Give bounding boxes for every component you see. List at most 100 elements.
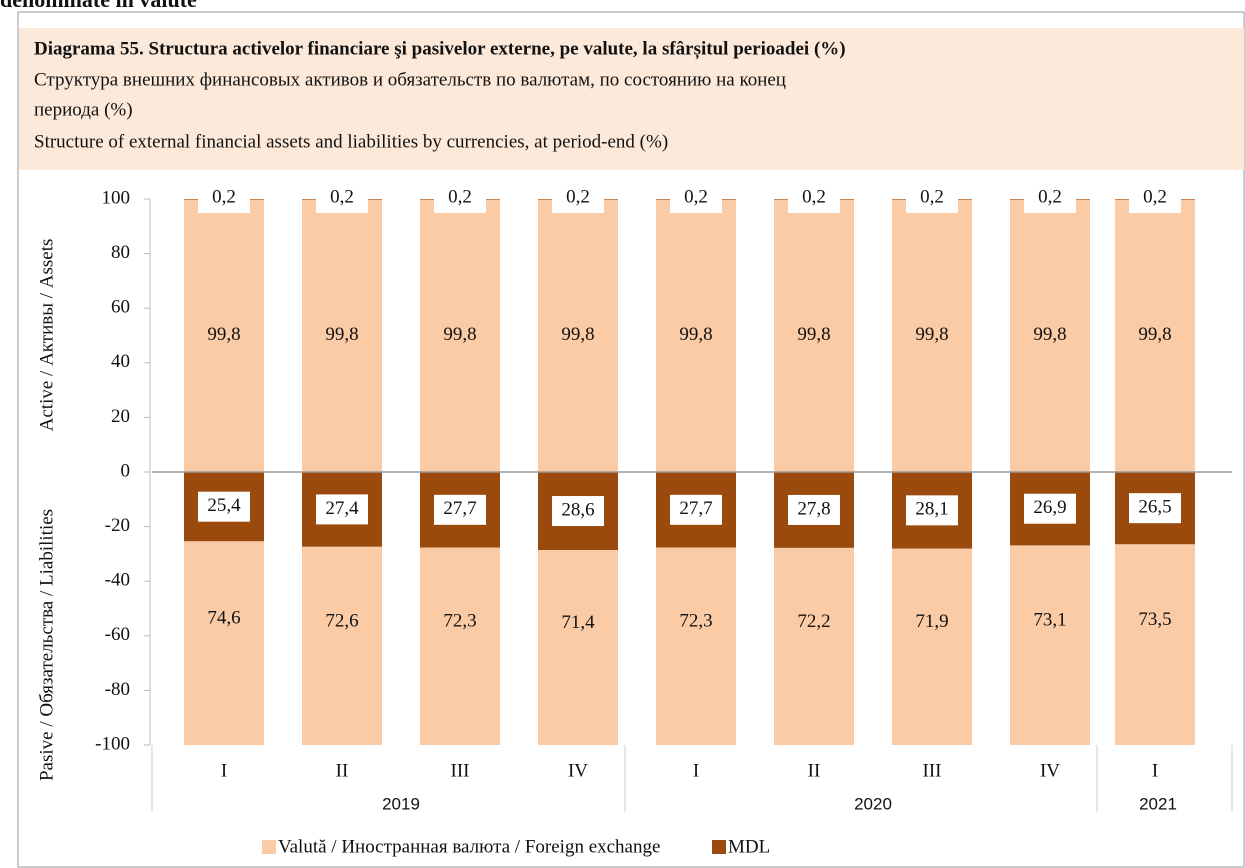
x-tick-label: II: [336, 760, 349, 781]
frame: [17, 11, 1245, 868]
label-box: [316, 183, 368, 213]
legend-swatch: [262, 840, 276, 854]
bar-segment: [538, 199, 618, 472]
group-label: 2021: [1139, 794, 1177, 813]
data-label: 71,4: [561, 612, 595, 633]
y-tick-label: -40: [105, 570, 130, 591]
x-tick-label: I: [1152, 760, 1158, 781]
data-label: 27,8: [797, 498, 830, 519]
y-tick-label: -60: [105, 624, 130, 645]
chart-title: Diagrama 55. Structura activelor financi…: [34, 38, 846, 59]
label-box: [906, 495, 958, 526]
data-label: 99,8: [207, 324, 240, 345]
data-label: 72,3: [679, 611, 712, 632]
data-label: 0,2: [1038, 186, 1062, 207]
x-tick-label: IV: [568, 760, 588, 781]
data-label: 99,8: [1138, 324, 1171, 345]
group-label: 2020: [854, 794, 892, 813]
data-label: 99,8: [1033, 324, 1066, 345]
label-box: [788, 494, 840, 525]
data-label: 99,8: [915, 324, 948, 345]
y-tick-label: -100: [95, 733, 130, 754]
label-box: [552, 183, 604, 213]
group-label: 2019: [382, 794, 420, 813]
data-label: 0,2: [566, 186, 590, 207]
bar-segment: [656, 547, 736, 745]
y-tick-label: 80: [111, 242, 130, 263]
bar-segment: [774, 199, 854, 472]
y-tick-label: 0: [121, 460, 131, 481]
page-heading: denominate în valute: [0, 0, 197, 12]
legend-label: MDL: [728, 836, 770, 857]
x-tick-label: I: [221, 760, 227, 781]
data-label: 0,2: [212, 186, 236, 207]
data-label: 99,8: [797, 324, 830, 345]
label-box: [1024, 183, 1076, 213]
y-tick-label: 40: [111, 351, 130, 372]
subtitle: Structure of external financial assets a…: [34, 131, 668, 152]
label-box: [1024, 493, 1076, 524]
label-box: [788, 183, 840, 213]
data-label: 71,9: [915, 611, 948, 632]
label-box: [1129, 493, 1181, 524]
data-label: 28,6: [561, 499, 594, 520]
data-label: 0,2: [920, 186, 944, 207]
label-box: [434, 183, 486, 213]
data-label: 74,6: [207, 608, 240, 629]
y-tick-label: 100: [102, 187, 131, 208]
bar-segment: [1010, 545, 1090, 745]
y-axis-label: Active / Активы / Assets: [36, 239, 57, 432]
x-tick-label: I: [693, 760, 699, 781]
subtitle: периода (%): [34, 99, 133, 120]
data-label: 28,1: [915, 499, 948, 520]
legend-swatch: [712, 840, 726, 854]
label-box: [552, 496, 604, 527]
data-label: 73,1: [1033, 610, 1066, 631]
data-label: 0,2: [802, 186, 826, 207]
bar-segment: [538, 550, 618, 745]
data-label: 0,2: [448, 186, 472, 207]
data-label: 26,9: [1033, 497, 1066, 518]
label-box: [1129, 183, 1181, 213]
x-tick-label: III: [923, 760, 942, 781]
label-box: [670, 494, 722, 525]
bar-segment: [1115, 544, 1195, 745]
data-label: 25,4: [207, 495, 241, 516]
bar-segment: [420, 547, 500, 745]
data-label: 72,2: [797, 611, 830, 632]
bar-segment: [184, 199, 264, 472]
bar-segment: [302, 199, 382, 472]
label-box: [434, 494, 486, 525]
data-label: 26,5: [1138, 497, 1171, 518]
bar-segment: [302, 546, 382, 745]
data-label: 27,4: [325, 498, 359, 519]
data-label: 27,7: [443, 498, 476, 519]
data-label: 0,2: [684, 186, 708, 207]
x-tick-label: III: [451, 760, 470, 781]
label-box: [906, 183, 958, 213]
bar-segment: [892, 199, 972, 472]
subtitle: Структура внешних финансовых активов и о…: [34, 69, 786, 90]
data-label: 73,5: [1138, 609, 1171, 630]
bar-segment: [774, 547, 854, 745]
label-box: [198, 491, 250, 522]
bar-segment: [1115, 199, 1195, 472]
data-label: 27,7: [679, 498, 712, 519]
label-box: [670, 183, 722, 213]
y-tick-label: -80: [105, 679, 130, 700]
data-label: 99,8: [325, 324, 358, 345]
data-label: 99,8: [561, 324, 594, 345]
bar-segment: [1010, 199, 1090, 472]
data-label: 0,2: [330, 186, 354, 207]
legend-label: Valută / Иностранная валюта / Foreign ex…: [278, 836, 660, 857]
y-tick-label: 60: [111, 297, 130, 318]
y-tick-label: 20: [111, 406, 130, 427]
data-label: 0,2: [1143, 186, 1167, 207]
bar-segment: [656, 199, 736, 472]
x-tick-label: IV: [1040, 760, 1060, 781]
y-tick-label: -20: [105, 515, 130, 536]
label-box: [198, 183, 250, 213]
bar-segment: [184, 541, 264, 745]
data-label: 72,3: [443, 611, 476, 632]
